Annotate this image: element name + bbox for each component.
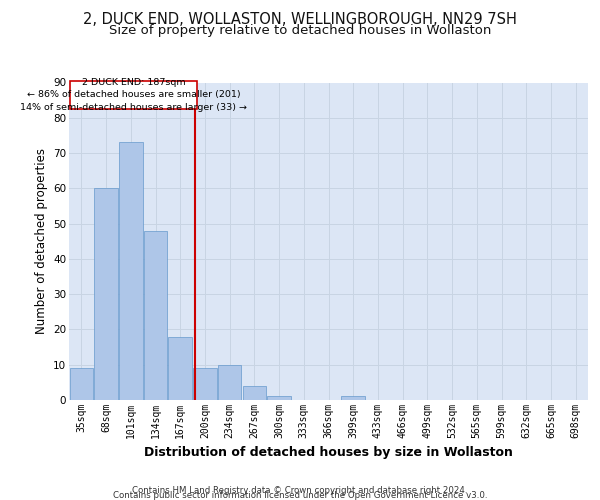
Bar: [94, 188, 118, 400]
Bar: [119, 142, 143, 400]
Bar: [218, 364, 241, 400]
Bar: [169, 336, 192, 400]
Text: Contains public sector information licensed under the Open Government Licence v3: Contains public sector information licen…: [113, 491, 487, 500]
Text: 2 DUCK END: 187sqm
← 86% of detached houses are smaller (201)
14% of semi-detach: 2 DUCK END: 187sqm ← 86% of detached hou…: [20, 78, 247, 112]
Bar: [268, 396, 291, 400]
Bar: [341, 396, 365, 400]
Bar: [242, 386, 266, 400]
Text: 2, DUCK END, WOLLASTON, WELLINGBOROUGH, NN29 7SH: 2, DUCK END, WOLLASTON, WELLINGBOROUGH, …: [83, 12, 517, 28]
Text: Contains HM Land Registry data © Crown copyright and database right 2024.: Contains HM Land Registry data © Crown c…: [132, 486, 468, 495]
Bar: [144, 230, 167, 400]
Bar: [70, 368, 93, 400]
Bar: [70, 80, 197, 109]
Text: Size of property relative to detached houses in Wollaston: Size of property relative to detached ho…: [109, 24, 491, 37]
Y-axis label: Number of detached properties: Number of detached properties: [35, 148, 47, 334]
Bar: [193, 368, 217, 400]
X-axis label: Distribution of detached houses by size in Wollaston: Distribution of detached houses by size …: [144, 446, 513, 460]
